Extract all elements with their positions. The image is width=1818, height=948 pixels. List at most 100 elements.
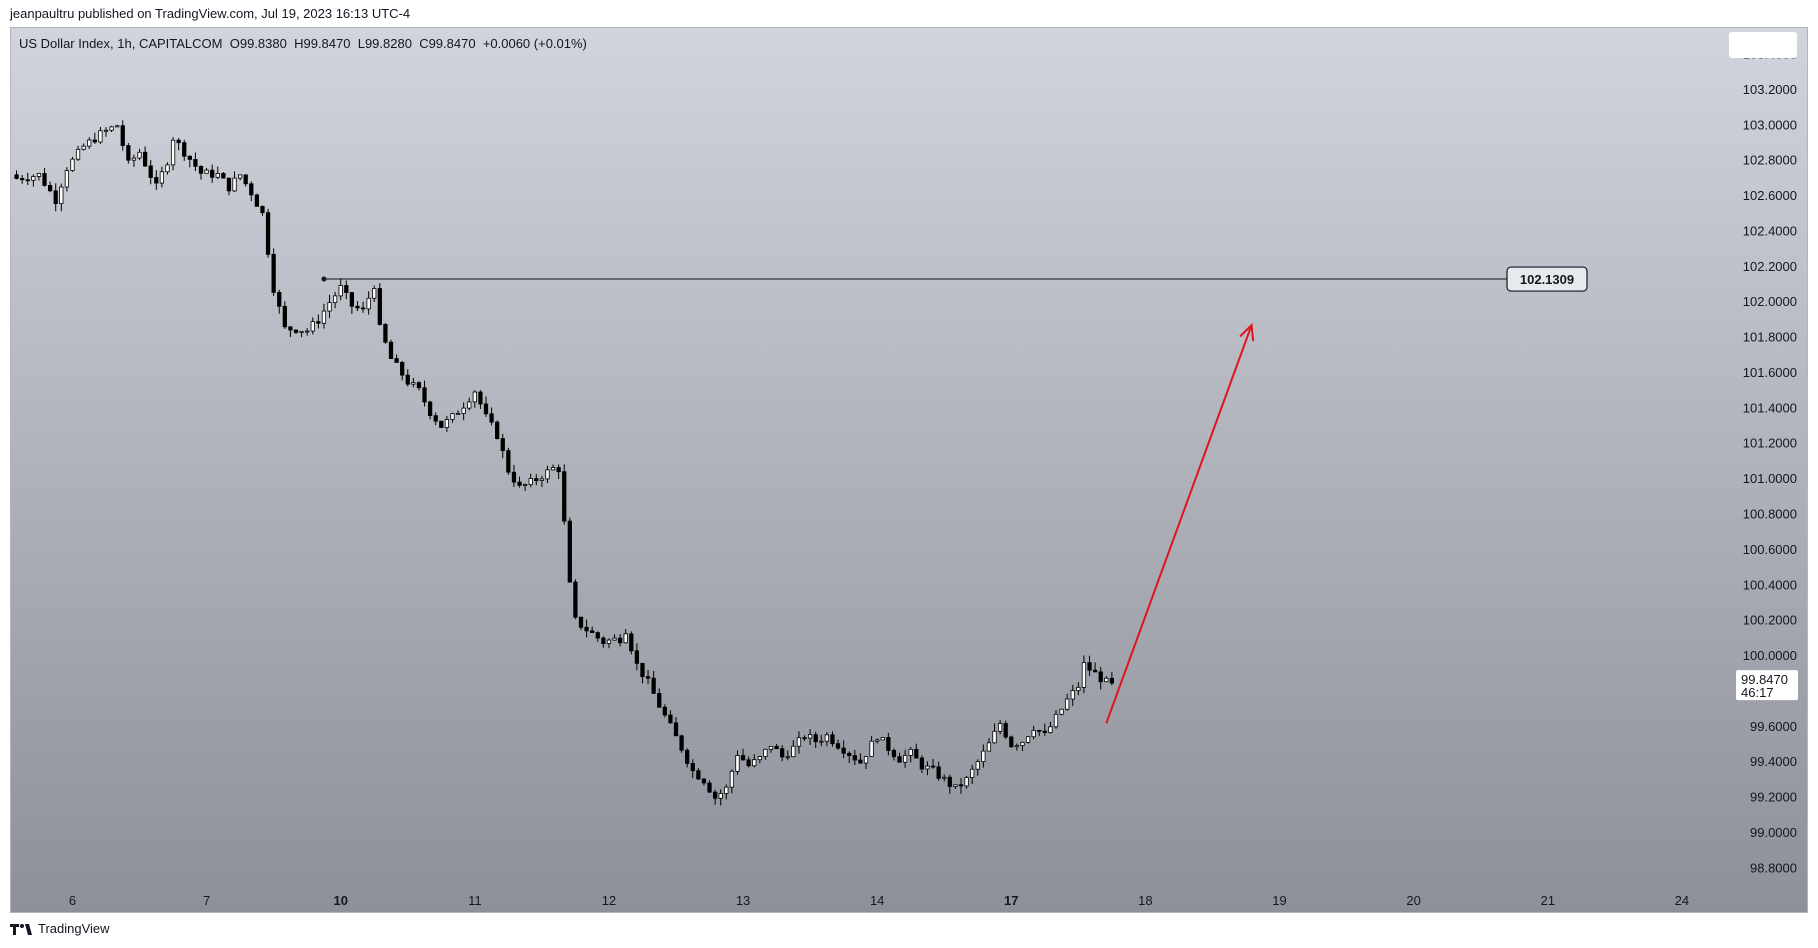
candle-body xyxy=(947,776,952,787)
candle-body xyxy=(997,723,1003,732)
candle-body xyxy=(953,784,958,787)
candle-body xyxy=(780,748,785,758)
candle-body xyxy=(528,478,533,485)
candle-body xyxy=(964,777,969,787)
x-tick-label: 13 xyxy=(736,893,750,908)
y-tick-label: 101.6000 xyxy=(1743,365,1797,380)
candle-body xyxy=(198,165,204,174)
candle-body xyxy=(366,297,371,310)
candle-body xyxy=(662,706,667,716)
callout-label-box xyxy=(1506,266,1588,292)
tradingview-brand: TradingView xyxy=(38,921,110,936)
candle-body xyxy=(640,662,645,678)
y-tick-label: 100.6000 xyxy=(1743,542,1797,557)
y-tick-label: 102.0000 xyxy=(1743,294,1797,309)
low-value: 99.8280 xyxy=(364,36,412,51)
x-tick-label: 10 xyxy=(333,893,347,908)
candle-body xyxy=(1053,713,1059,728)
candle-body xyxy=(427,401,433,416)
candle-body xyxy=(651,677,656,694)
candle-body xyxy=(612,637,617,641)
candle-body xyxy=(930,765,936,768)
candle-body xyxy=(875,739,880,742)
candle-body xyxy=(321,310,327,324)
candle-body xyxy=(534,478,539,481)
candle-body xyxy=(495,421,500,439)
candle-body xyxy=(584,626,589,632)
candle-body xyxy=(444,419,450,428)
candle-body xyxy=(53,190,58,204)
tradingview-logo-icon xyxy=(10,923,32,935)
chart-panel[interactable]: US Dollar Index, 1h, CAPITALCOM O99.8380… xyxy=(10,27,1808,913)
candle-body xyxy=(522,484,528,486)
candle-body xyxy=(880,737,885,741)
candle-body xyxy=(724,786,729,794)
candle-body xyxy=(81,145,86,150)
candle-body xyxy=(914,748,919,759)
y-tick-label: 100.4000 xyxy=(1743,577,1797,592)
candle-body xyxy=(886,737,891,751)
candle-body xyxy=(774,745,779,750)
candle-body xyxy=(372,288,377,299)
candle-body xyxy=(75,148,81,160)
y-tick-label: 101.0000 xyxy=(1743,471,1797,486)
arrow-head xyxy=(1239,323,1255,342)
y-tick-label: 99.6000 xyxy=(1750,719,1797,734)
y-tick-label: 102.8000 xyxy=(1743,153,1797,168)
candle-body xyxy=(858,759,863,764)
y-tick-label: 99.0000 xyxy=(1750,825,1797,840)
candle-body xyxy=(595,632,600,639)
candle-body xyxy=(506,450,511,473)
candle-body xyxy=(293,329,299,333)
candle-body xyxy=(42,173,47,186)
candle-body xyxy=(148,165,153,178)
y-tick-label: 100.8000 xyxy=(1743,506,1797,521)
candle-body xyxy=(176,139,181,144)
candle-body xyxy=(305,330,310,333)
last-price-label: 99.8470 xyxy=(1741,672,1788,687)
candle-body xyxy=(567,520,572,583)
candle-body xyxy=(740,755,746,761)
candle-body xyxy=(847,752,852,756)
candle-body xyxy=(1087,662,1092,671)
candle-body xyxy=(1081,662,1087,688)
candle-body xyxy=(411,382,416,385)
candle-body xyxy=(282,305,287,328)
candle-body xyxy=(1031,729,1036,738)
candle-body xyxy=(109,126,114,131)
y-tick-label: 101.8000 xyxy=(1743,330,1797,345)
candle-body xyxy=(869,740,874,757)
candle-body xyxy=(405,374,410,385)
candle-body xyxy=(265,212,271,255)
candle-body xyxy=(159,171,165,184)
candle-body xyxy=(47,185,53,192)
x-tick-label: 18 xyxy=(1138,893,1152,908)
candle-body xyxy=(249,183,254,196)
candle-body xyxy=(902,755,908,763)
candle-body xyxy=(942,776,947,779)
last-price-box xyxy=(1736,670,1798,701)
candle-body xyxy=(623,633,628,644)
candle-body xyxy=(277,292,282,307)
candle-body xyxy=(1009,736,1014,748)
candle-body xyxy=(1092,669,1098,673)
change-value: +0.0060 (+0.01%) xyxy=(482,36,587,51)
candle-body xyxy=(958,784,964,787)
chart-corner-widget[interactable] xyxy=(1729,32,1797,58)
candle-body xyxy=(461,407,466,414)
y-tick-label: 99.2000 xyxy=(1750,790,1797,805)
candle-body xyxy=(360,307,366,310)
price-chart[interactable]: 98.800099.000099.200099.400099.600099.80… xyxy=(11,28,1807,912)
y-tick-label: 102.6000 xyxy=(1743,188,1797,203)
candle-body xyxy=(489,413,494,423)
candle-body xyxy=(120,125,125,146)
candle-body xyxy=(802,737,807,740)
candle-body xyxy=(36,173,42,177)
open-label: O xyxy=(229,36,240,51)
y-tick-label: 103.2000 xyxy=(1743,82,1797,97)
published-by-text: jeanpaultru published on TradingView.com… xyxy=(10,6,411,21)
candle-body xyxy=(243,174,248,185)
candle-body xyxy=(1109,677,1115,684)
candle-body xyxy=(634,650,640,664)
candle-body xyxy=(629,633,634,652)
